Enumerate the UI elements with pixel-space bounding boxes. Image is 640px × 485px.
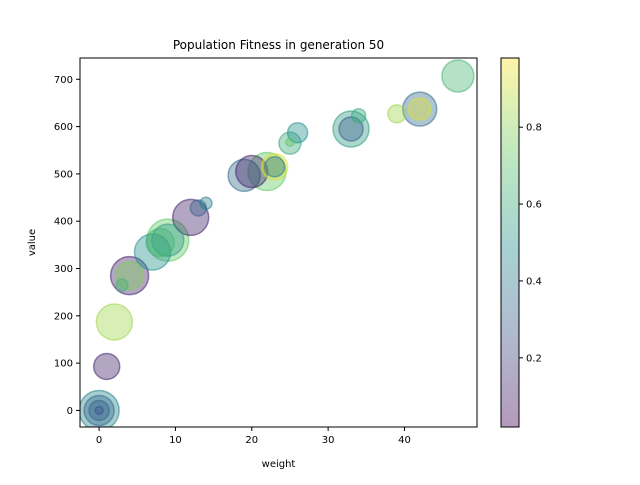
scatter-point <box>94 405 104 416</box>
y-tick-label: 100 <box>54 359 73 370</box>
scatter-point <box>401 91 438 127</box>
x-axis-label: weight <box>262 459 296 470</box>
colorbar-gradient <box>501 58 519 427</box>
scatter-point <box>278 131 302 155</box>
x-axis: 0 10 20 30 40 <box>96 427 411 446</box>
y-axis-label: value <box>27 229 38 256</box>
x-tick-label: 20 <box>245 435 258 446</box>
scatter-point <box>189 199 208 217</box>
scatter-point <box>407 97 432 121</box>
colorbar-tick-label: 0.4 <box>526 276 542 287</box>
scatter-point <box>260 153 289 181</box>
colorbar-tick-label: 0.8 <box>526 123 542 134</box>
y-tick-label: 0 <box>67 406 73 417</box>
scatter-point <box>115 278 129 292</box>
scatter-point <box>145 227 175 258</box>
colorbar-frame <box>500 57 520 428</box>
x-tick-label: 0 <box>96 435 102 446</box>
x-tick-label: 30 <box>322 435 335 446</box>
x-tick-label: 40 <box>398 435 411 446</box>
scatter-point <box>263 156 286 178</box>
colorbar-axis: 0.2 0.4 0.6 0.8 <box>519 123 542 364</box>
colorbar-tick-label: 0.6 <box>526 200 542 211</box>
colorbar <box>500 57 520 428</box>
scatter-point <box>441 59 475 93</box>
scatter-point <box>350 107 367 124</box>
y-tick-label: 700 <box>54 75 73 86</box>
y-tick-label: 400 <box>54 217 73 228</box>
chart-title: Population Fitness in generation 50 <box>173 38 384 52</box>
scatter-point <box>285 137 295 147</box>
scatter-point <box>92 352 121 381</box>
y-tick-label: 500 <box>54 169 73 180</box>
scatter-point <box>88 399 110 422</box>
scatter-point <box>171 198 210 237</box>
scatter-point <box>199 196 213 210</box>
scatter-point <box>95 303 134 341</box>
y-tick-label: 300 <box>54 264 73 275</box>
y-tick-label: 200 <box>54 311 73 322</box>
points-layer <box>80 59 475 427</box>
scatter-point <box>151 223 185 257</box>
y-axis: 0 100 200 300 400 500 600 700 <box>54 75 80 417</box>
colorbar-tick-label: 0.2 <box>526 353 542 364</box>
plot-frame <box>79 57 478 428</box>
scatter-point <box>114 260 145 291</box>
y-tick-label: 600 <box>54 122 73 133</box>
scatter-point <box>387 104 407 124</box>
x-tick-label: 10 <box>169 435 182 446</box>
scatter-point <box>286 121 309 144</box>
scatter-point <box>235 154 269 189</box>
